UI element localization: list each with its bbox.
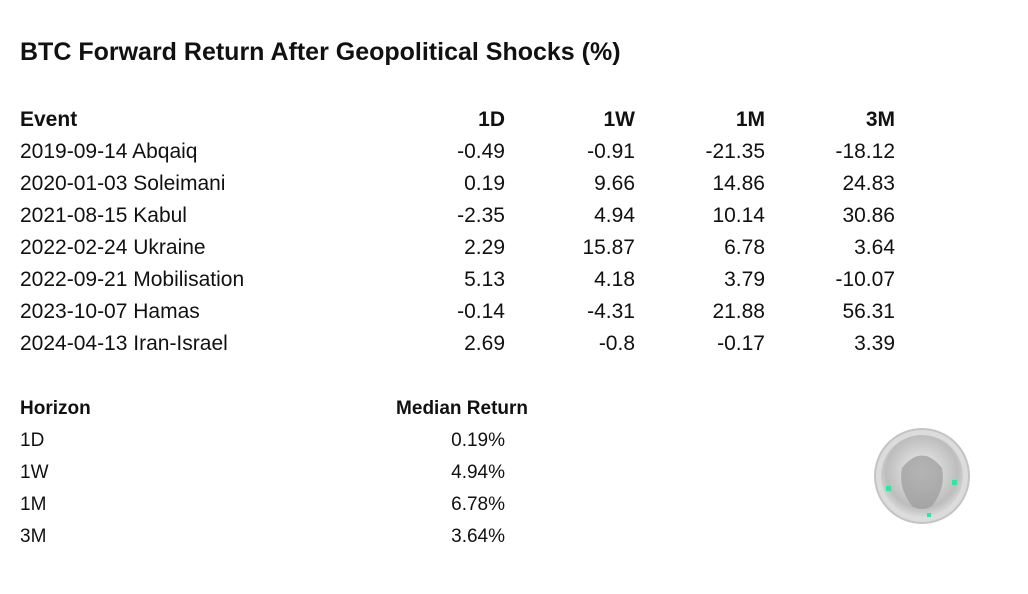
event-cell: 2024-04-13 Iran-Israel [20,332,228,355]
value-cell: 14.86 [712,172,765,195]
column-header: Event [20,108,78,131]
logo [874,428,970,524]
column-header: 3M [865,108,895,131]
median-cell: 3.64% [451,526,505,547]
median-cell: 0.19% [451,430,505,451]
event-cell: 2023-10-07 Hamas [20,300,200,323]
value-cell: 30.86 [842,204,895,227]
horizon-cell: 3M [20,526,47,547]
event-cell: 2022-02-24 Ukraine [20,236,206,259]
column-header: Horizon [20,398,91,419]
horizon-cell: 1D [20,430,45,451]
value-cell: -0.8 [598,332,635,355]
value-cell: 24.83 [842,172,895,195]
value-cell: 4.94 [594,204,635,227]
value-cell: 9.66 [594,172,635,195]
column-header: 1W [603,108,636,131]
horizon-cell: 1W [20,462,49,483]
value-cell: -2.35 [457,204,505,227]
title: BTC Forward Return After Geopolitical Sh… [20,38,621,66]
column-header: 1M [735,108,765,131]
value-cell: -4.31 [587,300,635,323]
event-cell: 2019-09-14 Abqaiq [20,140,198,163]
horizon-cell: 1M [20,494,47,515]
value-cell: 3.39 [854,332,895,355]
value-cell: 3.64 [854,236,895,259]
value-cell: 2.29 [464,236,505,259]
value-cell: 0.19 [464,172,505,195]
column-header: Median Return [396,398,528,419]
value-cell: 4.18 [594,268,635,291]
event-cell: 2020-01-03 Soleimani [20,172,226,195]
value-cell: -0.14 [457,300,505,323]
value-cell: -0.17 [717,332,765,355]
value-cell: 56.31 [842,300,895,323]
value-cell: 6.78 [724,236,765,259]
value-cell: -0.91 [587,140,635,163]
value-cell: 10.14 [712,204,765,227]
value-cell: 21.88 [712,300,765,323]
median-cell: 4.94% [451,462,505,483]
value-cell: -18.12 [835,140,895,163]
value-cell: -10.07 [835,268,895,291]
value-cell: 3.79 [724,268,765,291]
value-cell: 2.69 [464,332,505,355]
column-header: 1D [478,108,505,131]
event-cell: 2022-09-21 Mobilisation [20,268,245,291]
value-cell: 15.87 [582,236,635,259]
value-cell: -21.35 [705,140,765,163]
event-cell: 2021-08-15 Kabul [20,204,187,227]
value-cell: -0.49 [457,140,505,163]
median-cell: 6.78% [451,494,505,515]
value-cell: 5.13 [464,268,505,291]
